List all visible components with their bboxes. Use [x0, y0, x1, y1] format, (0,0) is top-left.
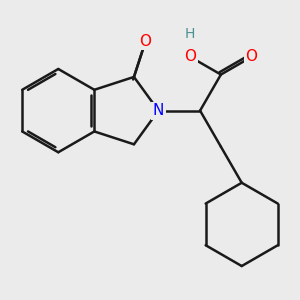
- Text: O: O: [184, 50, 196, 64]
- Text: N: N: [153, 103, 164, 118]
- Text: O: O: [246, 50, 258, 64]
- Text: O: O: [140, 34, 152, 49]
- Text: H: H: [185, 27, 195, 41]
